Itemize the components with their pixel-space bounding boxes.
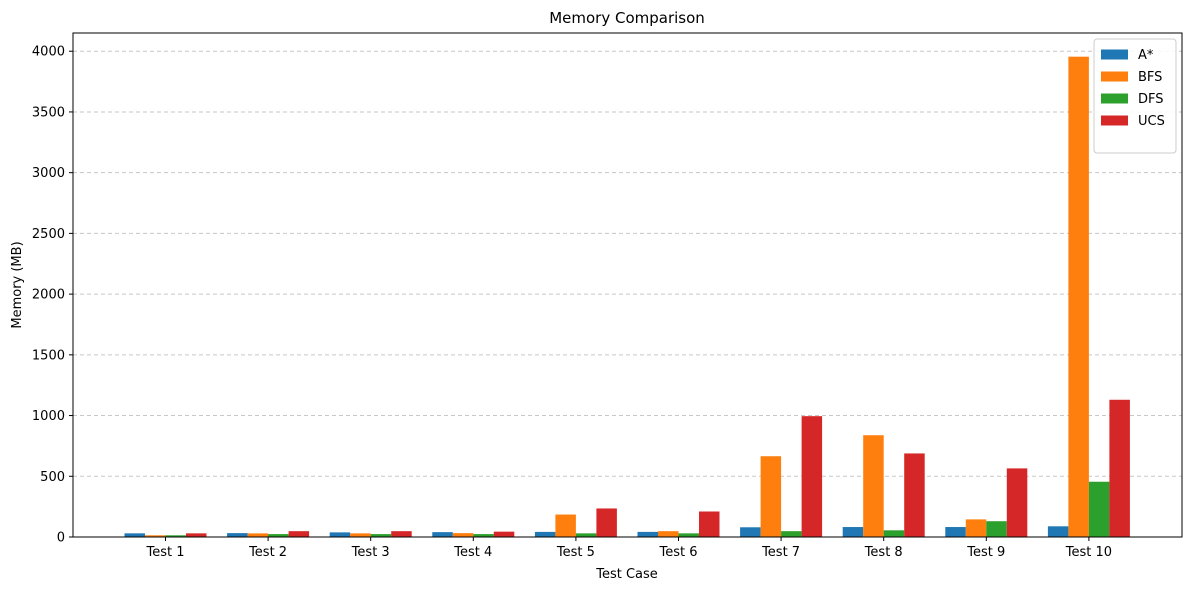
x-tick-label: Test 3 [351,545,390,560]
legend-swatch-1 [1101,49,1128,60]
legend-label-1: A* [1138,48,1154,63]
bar-bfs-5 [555,514,576,537]
bar-dfs-6 [678,533,699,537]
bar-astar-8 [842,527,864,537]
bar-ucs-10 [1109,399,1130,537]
bar-bfs-10 [1068,56,1089,538]
bar-astar-3 [329,532,351,537]
legend: A* BFS DFS UCS [1093,38,1177,154]
y-tick-label: 2500 [32,227,65,242]
legend-label-4: UCS [1138,114,1165,129]
y-tick-label: 1000 [32,409,65,424]
y-tick-label: 500 [40,470,65,485]
y-tick-label: 3500 [32,105,65,120]
x-tick-label: Test 7 [761,545,800,560]
y-tick-label: 4000 [32,45,65,60]
y-tick-label: 3000 [32,166,65,181]
y-tick-label: 1500 [32,348,65,363]
y-axis-label: Memory (MB) [10,241,25,328]
bar-dfs-5 [575,533,597,537]
bar-dfs-9 [986,521,1007,537]
bar-ucs-8 [904,453,925,537]
bar-ucs-4 [493,531,515,537]
bar-bfs-3 [350,533,371,537]
bar-dfs-2 [268,534,289,537]
bar-dfs-3 [370,534,392,537]
bar-astar-4 [432,532,453,537]
bar-bfs-2 [247,533,269,537]
bar-ucs-2 [288,531,310,537]
x-tick-label: Test 10 [1065,545,1112,560]
bar-dfs-1 [165,535,186,537]
bar-bfs-6 [658,531,679,537]
chart-title: Memory Comparison [549,9,705,27]
bar-dfs-4 [473,534,494,537]
y-axis-ticks: 0 500 1000 1500 2000 2500 3000 3500 4000 [32,45,73,546]
x-axis-ticks: Test 1 Test 2 Test 3 Test 4 Test 5 Test 6 Test… [145,537,1112,560]
legend-swatch-4 [1101,115,1128,126]
x-tick-label: Test 1 [145,545,184,560]
legend-label-2: BFS [1138,70,1162,85]
bar-ucs-1 [186,533,207,537]
bar-astar-1 [124,533,145,537]
x-tick-label: Test 5 [556,545,595,560]
plot-frame [72,32,1183,538]
y-tick-label: 2000 [32,288,65,303]
bar-astar-10 [1047,526,1069,537]
legend-swatch-2 [1101,71,1128,82]
bar-astar-5 [534,531,556,537]
bar-ucs-6 [699,511,720,537]
bar-bfs-9 [965,519,987,537]
bar-astar-2 [227,533,248,537]
legend-label-3: DFS [1138,92,1164,107]
bar-bfs-7 [760,456,782,537]
bar-bfs-4 [452,533,474,537]
y-gridlines [73,50,1182,477]
bar-ucs-5 [596,508,617,537]
bar-dfs-8 [883,530,905,537]
bar-dfs-7 [781,531,802,537]
x-tick-label: Test 6 [658,545,697,560]
bar-astar-7 [740,527,761,537]
x-tick-label: Test 2 [248,545,287,560]
legend-swatch-3 [1101,93,1128,104]
bar-bfs-8 [863,435,884,537]
x-tick-label: Test 8 [864,545,903,560]
x-axis-label: Test Case [595,567,658,582]
bar-ucs-7 [801,416,823,537]
bar-astar-9 [945,527,966,537]
y-tick-label: 0 [57,531,65,546]
bar-dfs-10 [1088,481,1110,537]
bar-ucs-9 [1006,468,1028,537]
x-tick-label: Test 4 [453,545,492,560]
x-tick-label: Test 9 [966,545,1005,560]
bar-astar-6 [637,531,658,537]
bar-bfs-1 [145,535,166,537]
bars-group [124,56,1130,538]
bar-ucs-3 [391,531,412,537]
